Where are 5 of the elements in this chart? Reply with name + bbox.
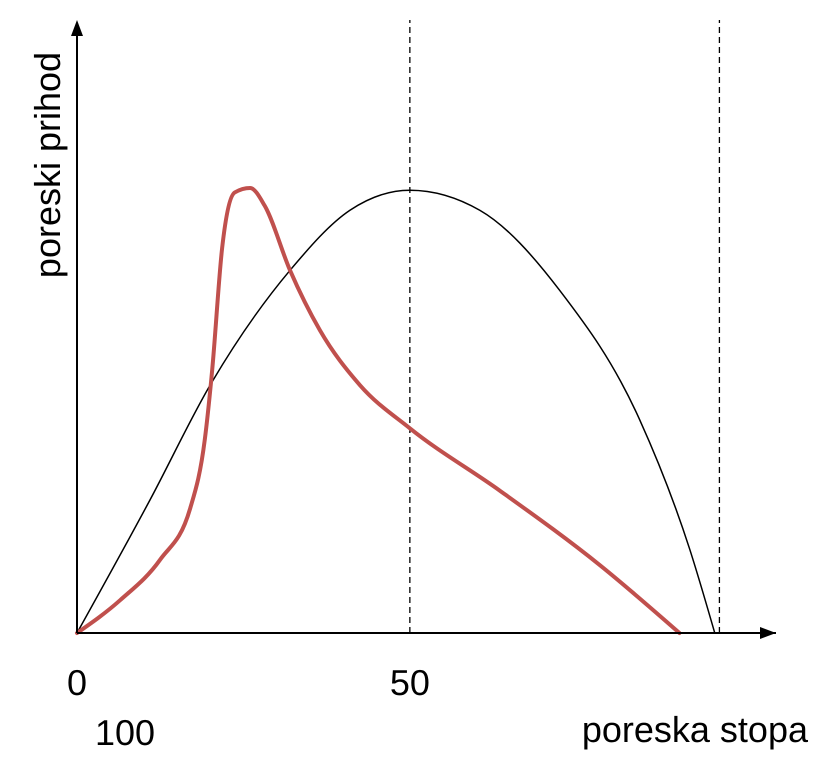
x-tick-label: 0	[66, 662, 88, 703]
text: 100	[95, 712, 156, 753]
y-axis-title: poreski prihod	[27, 52, 68, 278]
x-axis-title: poreska stopa	[582, 709, 809, 750]
x-tick-label: 50	[390, 662, 430, 703]
